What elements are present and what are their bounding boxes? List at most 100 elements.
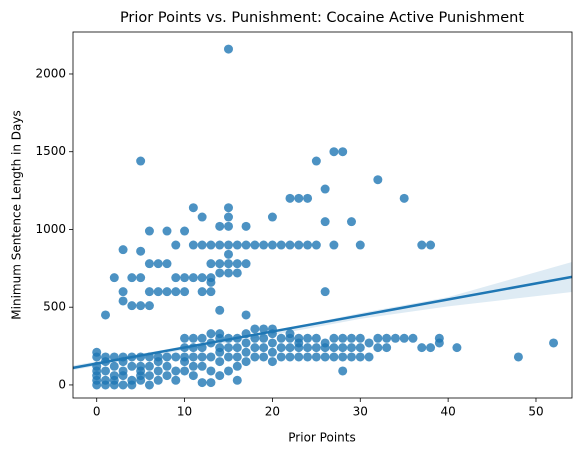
point [232,240,242,250]
y-tick-label: 0 [58,377,66,391]
point [171,287,181,297]
point [285,352,295,362]
point [232,268,242,278]
point [329,147,339,157]
point [197,240,207,250]
point [223,221,233,231]
point [197,333,207,343]
point [399,193,409,203]
point [311,156,321,166]
chart-title: Prior Points vs. Punishment: Cocaine Act… [120,10,524,26]
point [153,366,163,376]
point [346,343,356,353]
point [153,375,163,385]
point [118,366,128,376]
x-tick-label: 30 [353,405,368,419]
point [197,378,207,388]
point [206,352,216,362]
point [320,287,330,297]
point [188,371,198,381]
point [215,343,225,353]
point [109,371,119,381]
point [250,324,260,334]
point [259,333,269,343]
x-tick-label: 0 [93,405,101,419]
point [232,375,242,385]
point [223,249,233,259]
point [355,343,365,353]
point [311,352,321,362]
point [285,343,295,353]
point [373,343,383,353]
regression-line [72,275,573,370]
point [303,352,313,362]
point [215,357,225,367]
point [329,333,339,343]
point [215,221,225,231]
point [426,343,436,353]
point [241,347,251,357]
y-tick-label: 1500 [35,144,66,158]
y-tick-label: 2000 [35,66,66,80]
point [188,240,198,250]
point [232,259,242,269]
point [338,366,348,376]
point [285,329,295,339]
point [118,287,128,297]
point [206,378,216,388]
point [144,380,154,390]
point [109,273,119,283]
point [162,259,172,269]
point [101,310,111,320]
point [338,343,348,353]
point [127,375,137,385]
point [197,361,207,371]
point [180,352,190,362]
point [162,352,172,362]
point [311,333,321,343]
point [206,329,216,339]
point [144,301,154,311]
point [171,375,181,385]
point [452,343,462,353]
point [329,352,339,362]
point [215,305,225,315]
point [303,193,313,203]
point [276,240,286,250]
point [329,240,339,250]
point [294,240,304,250]
point [171,240,181,250]
point [232,361,242,371]
point [426,240,436,250]
point [232,343,242,353]
point [144,287,154,297]
point [223,259,233,269]
point [267,357,277,367]
point [549,338,559,348]
point [223,240,233,250]
point [188,333,198,343]
point [259,324,269,334]
point [259,352,269,362]
point [382,333,392,343]
point [215,329,225,339]
point [136,301,146,311]
point [180,287,190,297]
point [355,333,365,343]
point [144,259,154,269]
point [338,352,348,362]
point [223,44,233,54]
x-axis-label: Prior Points [288,431,355,445]
point [241,357,251,367]
point [320,184,330,194]
y-tick-label: 1000 [35,222,66,236]
point [188,203,198,213]
point [223,366,233,376]
point [127,361,137,371]
point [215,268,225,278]
point [171,352,181,362]
point [399,333,409,343]
point [320,352,330,362]
x-tick-label: 50 [528,405,543,419]
